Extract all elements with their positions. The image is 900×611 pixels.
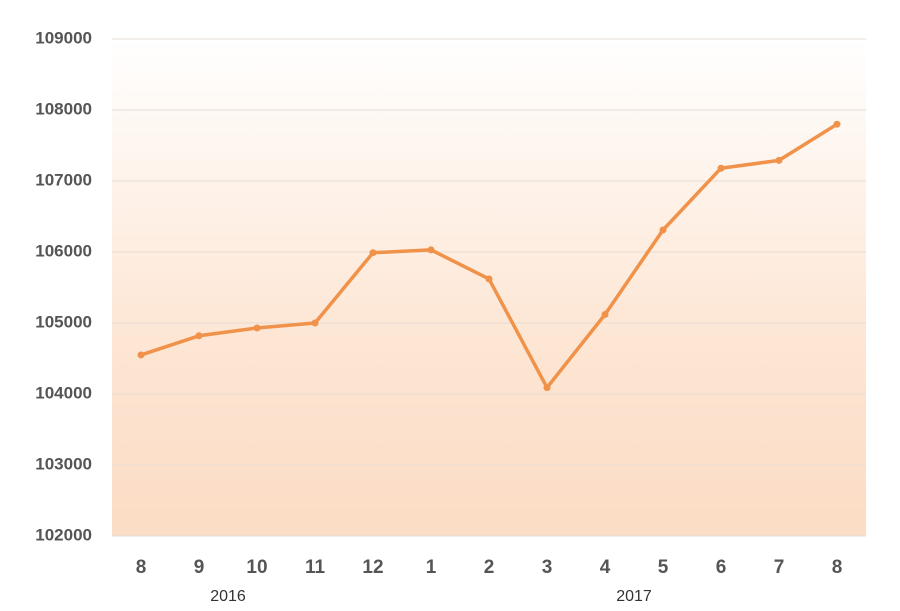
point [311, 319, 319, 327]
x-tick-label: 9 [194, 557, 205, 578]
y-tick-label: 108000 [35, 99, 92, 118]
point [543, 384, 551, 392]
y-tick-label: 102000 [35, 525, 92, 544]
y-tick-label: 105000 [35, 312, 92, 331]
point [775, 156, 783, 164]
y-tick-label: 106000 [35, 241, 92, 260]
point [601, 310, 609, 318]
x-tick-label: 6 [716, 557, 727, 578]
point [659, 226, 667, 234]
point [253, 324, 261, 332]
x-tick-label: 10 [246, 557, 267, 578]
x-tick-label: 5 [658, 557, 669, 578]
plot-background [112, 39, 866, 536]
point [717, 164, 725, 172]
point [833, 120, 841, 128]
x-tick-label: 3 [542, 557, 553, 578]
point [427, 246, 435, 254]
year-label: 2017 [616, 588, 652, 605]
y-tick-label: 103000 [35, 454, 92, 473]
x-tick-label: 4 [600, 557, 611, 578]
x-tick-label: 8 [832, 557, 843, 578]
x-tick-label: 12 [362, 557, 383, 578]
x-tick-label: 2 [484, 557, 495, 578]
point [485, 275, 493, 283]
y-tick-label: 107000 [35, 170, 92, 189]
y-tick-label: 104000 [35, 383, 92, 402]
x-tick-label: 7 [774, 557, 785, 578]
x-tick-label: 1 [426, 557, 437, 578]
x-tick-label: 11 [305, 557, 326, 578]
x-tick-label: 8 [136, 557, 147, 578]
point [137, 351, 145, 359]
y-tick-label: 109000 [35, 28, 92, 47]
year-label: 2016 [210, 588, 246, 605]
point [195, 332, 203, 340]
point [369, 249, 377, 257]
